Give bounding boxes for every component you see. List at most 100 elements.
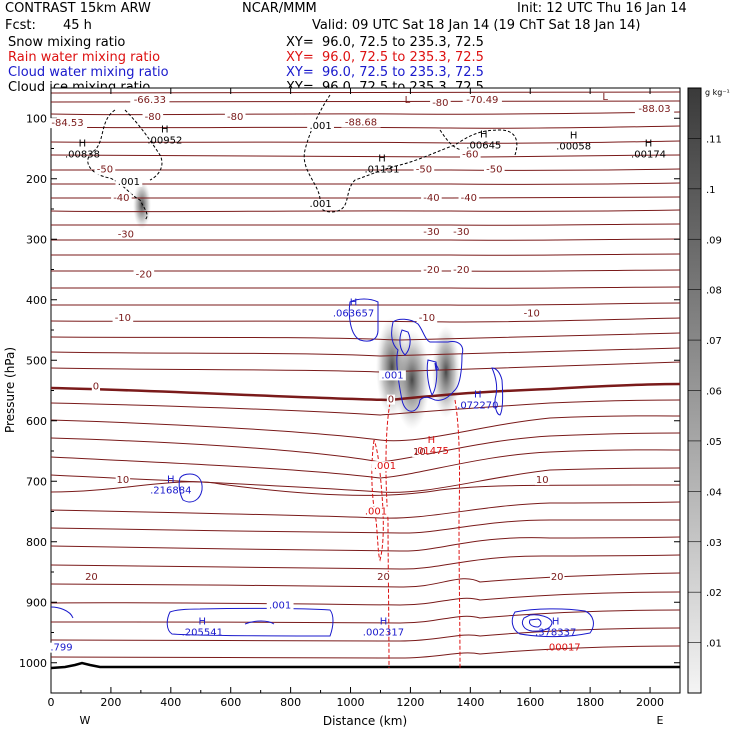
extremum-marker: H [350, 298, 358, 309]
y-axis-title: Pressure (hPa) [3, 347, 17, 433]
isotherm-label: -10 [524, 309, 540, 320]
isotherm-label: -40 [461, 193, 477, 204]
isotherm-label: 10 [536, 475, 549, 486]
isotherm-label-bg [535, 475, 550, 486]
isotherm [51, 501, 680, 519]
isotherm-label: -88.03 [638, 104, 670, 115]
isotherm-label-bg [421, 227, 442, 238]
isotherm-label-bg [84, 571, 99, 582]
isotherm-label-bg [549, 571, 565, 582]
isotherm [51, 302, 680, 306]
isotherm-label-bg [462, 95, 502, 106]
isotherm-label-bg [483, 164, 505, 175]
contour-value-label-bg [307, 121, 334, 132]
isotherm-label: -70.49 [466, 95, 498, 106]
isotherm [51, 253, 680, 256]
isotherm-label-bg [115, 229, 137, 240]
y-tick-label: 400 [26, 294, 47, 307]
colorbar-tick-label: .03 [706, 538, 722, 549]
isotherm [51, 572, 680, 588]
extremum-marker: H [198, 617, 206, 628]
isotherm [51, 111, 680, 116]
isotherm-label: -50 [486, 165, 502, 176]
isotherm-label-bg [413, 164, 435, 175]
direction-east: E [657, 714, 664, 727]
contour-value-label-bg [371, 461, 399, 472]
extremum-marker: H [480, 130, 488, 141]
x-tick-label: 1600 [516, 696, 544, 709]
isotherm-zero [51, 382, 680, 402]
isotherm [51, 182, 680, 185]
y-tick-label: 300 [26, 233, 47, 246]
isotherm-label: -84.53 [51, 118, 83, 129]
x-tick-label: 2000 [636, 696, 664, 709]
contour-value-label: .001 [269, 600, 291, 611]
legend-snow-name: Snow mixing ratio [8, 35, 126, 50]
water-contour [178, 473, 203, 503]
isotherm-label-bg [94, 164, 116, 175]
contour-value-label: .001 [309, 199, 331, 210]
extremum-marker: H [380, 617, 388, 628]
extremum-marker: H [552, 617, 560, 628]
contour-value-label: .001 [381, 370, 403, 381]
isotherm-label: -10 [115, 313, 131, 324]
extremum-marker: H [167, 474, 175, 485]
isotherm-label: 20 [551, 572, 564, 583]
extremum-value: .00058 [556, 142, 591, 153]
isotherm-label-bg [130, 95, 170, 106]
water-contour [399, 329, 411, 356]
isotherm-label: -30 [423, 227, 439, 238]
isotherm-label-bg [430, 98, 451, 109]
legend-cloudwater-xy: XY= 96.0, 72.5 to 235.3, 72.5 [286, 65, 484, 80]
isotherm-label: -80 [145, 112, 161, 123]
y-tick-label: 200 [26, 173, 47, 186]
isotherm [51, 519, 680, 534]
extremum-value: .063657 [333, 309, 374, 320]
contour-value-label-bg [379, 370, 406, 381]
isotherm-label: 20 [85, 572, 98, 583]
extremum-value: .378337 [535, 628, 576, 639]
isotherm [51, 238, 680, 241]
x-axis-title: Distance (km) [323, 714, 407, 728]
ground-surface [51, 661, 680, 670]
init-time: Init: 12 UTC Thu 16 Jan 14 [517, 1, 687, 16]
isotherm-label: -50 [97, 165, 113, 176]
isotherm [51, 645, 680, 659]
isotherm-label-bg [112, 312, 134, 323]
isotherm-label-bg [386, 394, 396, 405]
isotherm-label-bg [142, 112, 164, 123]
extremum-value: .00838 [65, 150, 100, 161]
y-tick-label: 500 [26, 354, 47, 367]
org-label: NCAR/MMM [242, 1, 317, 16]
colorbar-tick-label: .08 [706, 286, 722, 297]
legend-snow-xy: XY= 96.0, 72.5 to 235.3, 72.5 [286, 35, 484, 50]
plot-content [51, 91, 680, 670]
colorbar-tick-label: .06 [706, 387, 722, 398]
isotherm-label-bg [521, 308, 543, 319]
isotherm-label: -20 [453, 265, 469, 276]
fcst-label: Fcst: [5, 18, 36, 33]
extremum-value: .01131 [364, 165, 399, 176]
water-contour [434, 362, 439, 371]
contour-value-label: .001 [118, 177, 140, 188]
isotherm [51, 449, 680, 479]
colorbar-tick-label: .09 [706, 235, 722, 246]
isotherm [51, 415, 680, 442]
isotherm-label: -30 [453, 227, 469, 238]
isotherm [51, 591, 680, 606]
extremum-marker: H [378, 154, 386, 165]
extremum-value: .00017 [546, 643, 581, 654]
extremum-marker: H [161, 125, 169, 136]
isotherm-label: -20 [136, 269, 152, 280]
isotherm-label: 20 [377, 572, 390, 583]
isotherm-label-bg [416, 312, 438, 323]
contour-value-label-bg [362, 506, 390, 517]
rain-contour [454, 399, 461, 669]
isotherm-label-bg [634, 104, 675, 115]
isotherm-label-bg [421, 193, 442, 204]
extremum-value: .00645 [466, 141, 501, 152]
contour-value-label: .001 [365, 507, 387, 518]
water-contour [521, 614, 553, 632]
isotherm-label-bg [133, 269, 155, 280]
